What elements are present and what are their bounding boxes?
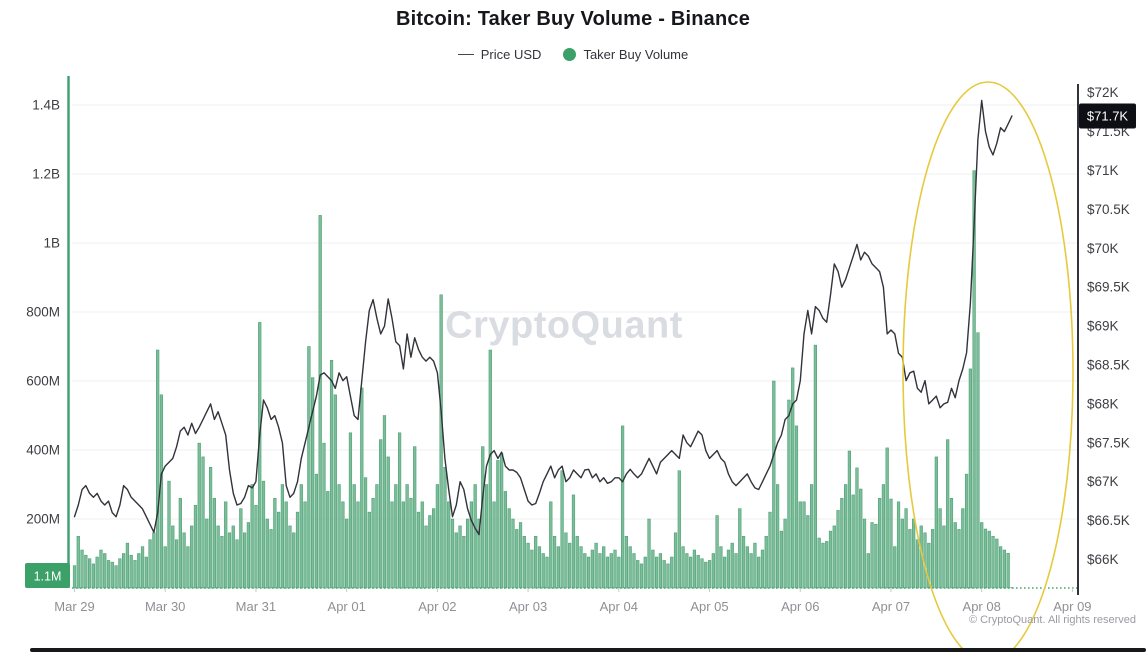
svg-text:$66.5K: $66.5K: [1087, 513, 1130, 528]
bottom-edge-bar: [30, 648, 1146, 652]
svg-text:1B: 1B: [43, 236, 60, 251]
svg-text:Apr 05: Apr 05: [690, 599, 728, 614]
highlight-ellipse-annotation: [902, 81, 1074, 652]
svg-text:$70.5K: $70.5K: [1087, 202, 1130, 217]
volume-current-value-badge: 1.1M: [25, 563, 70, 588]
svg-text:1.1M: 1.1M: [34, 570, 62, 584]
line-swatch-icon: [457, 53, 474, 55]
svg-text:$69K: $69K: [1087, 319, 1119, 334]
legend-item-price[interactable]: Price USD: [457, 46, 542, 62]
legend-item-volume[interactable]: Taker Buy Volume: [563, 47, 688, 62]
legend: Price USD Taker Buy Volume: [0, 44, 1146, 64]
price-line-series[interactable]: [73, 99, 1013, 536]
svg-text:$70K: $70K: [1087, 241, 1119, 256]
svg-text:200M: 200M: [26, 512, 60, 527]
svg-text:600M: 600M: [26, 374, 60, 389]
svg-text:Apr 03: Apr 03: [509, 599, 547, 614]
svg-text:Apr 08: Apr 08: [963, 599, 1001, 614]
page-title: Bitcoin: Taker Buy Volume - Binance: [395, 8, 751, 30]
svg-text:Apr 02: Apr 02: [418, 599, 456, 614]
svg-text:$71K: $71K: [1087, 163, 1119, 178]
svg-text:$67K: $67K: [1087, 474, 1119, 489]
svg-text:$67.5K: $67.5K: [1087, 435, 1130, 450]
svg-text:Apr 07: Apr 07: [872, 599, 910, 614]
left-axis-labels: 1.4B 1.2B 1B 800M 600M 400M 200M: [26, 98, 60, 527]
svg-text:Mar 31: Mar 31: [236, 599, 276, 614]
svg-text:Apr 09: Apr 09: [1053, 599, 1091, 614]
svg-text:Mar 30: Mar 30: [145, 599, 185, 614]
legend-volume-label: Taker Buy Volume: [583, 46, 689, 62]
svg-text:Mar 29: Mar 29: [54, 599, 94, 614]
dot-swatch-icon: [563, 47, 577, 61]
right-axis-labels: $72K$71.5K$71K$70.5K$70K$69.5K$69K$68.5K…: [1087, 85, 1130, 567]
svg-text:800M: 800M: [26, 305, 60, 320]
svg-text:1.4B: 1.4B: [32, 98, 60, 113]
price-current-value-badge: $71.7K: [1079, 103, 1136, 129]
svg-text:Apr 06: Apr 06: [781, 599, 819, 614]
svg-text:$68.5K: $68.5K: [1087, 358, 1130, 373]
svg-text:$66K: $66K: [1087, 552, 1119, 567]
svg-text:$69.5K: $69.5K: [1087, 280, 1130, 295]
svg-text:Apr 04: Apr 04: [600, 599, 638, 614]
svg-text:$72K: $72K: [1087, 85, 1119, 100]
x-axis-labels: Mar 29 Mar 30 Mar 31 Apr 01 Apr 02 Apr 03 Apr …: [54, 588, 1092, 614]
svg-text:$71.7K: $71.7K: [1087, 109, 1129, 124]
svg-text:1.2B: 1.2B: [32, 167, 60, 182]
svg-text:$68K: $68K: [1087, 396, 1119, 411]
legend-price-label: Price USD: [480, 46, 542, 62]
svg-text:400M: 400M: [26, 443, 60, 458]
copyright-text: © CryptoQuant. All rights reserved: [968, 614, 1136, 626]
volume-bars-series[interactable]: [72, 170, 1014, 589]
svg-text:Apr 01: Apr 01: [328, 599, 366, 614]
